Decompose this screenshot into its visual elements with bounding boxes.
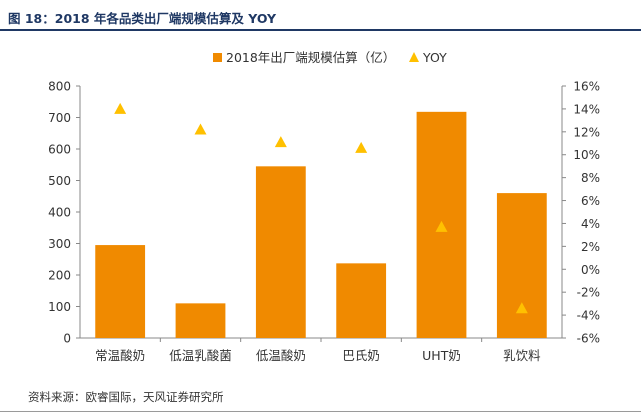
bar-4	[336, 263, 387, 338]
left-tick-label: 600	[48, 143, 71, 157]
right-tick-label: 8%	[581, 171, 600, 185]
x-tick-label: 低温酸奶	[256, 348, 306, 363]
left-tick-label: 0	[63, 332, 71, 346]
yoy-marker-2	[194, 123, 207, 135]
left-tick-label: 800	[48, 80, 71, 94]
left-tick-label: 700	[48, 111, 71, 125]
right-tick-label: 0%	[581, 263, 600, 277]
left-tick-label: 400	[48, 206, 71, 220]
left-tick-label: 200	[48, 269, 71, 283]
right-tick-label: -6%	[577, 332, 600, 346]
legend-bar-swatch	[213, 53, 222, 62]
right-tick-label: -4%	[577, 309, 600, 323]
legend-yoy-swatch	[409, 52, 419, 62]
bar-3	[255, 166, 306, 338]
title-divider	[0, 29, 641, 31]
x-tick-label: 乳饮料	[503, 348, 541, 363]
yoy-marker-5	[435, 220, 448, 232]
right-tick-label: -2%	[577, 286, 600, 300]
bar-6	[496, 193, 547, 338]
figure-title: 图 18：2018 年各品类出厂端规模估算及 YOY	[8, 11, 277, 26]
right-tick-label: 16%	[573, 80, 600, 94]
yoy-marker-3	[274, 136, 287, 148]
source-note: 资料来源：欧睿国际，天风证券研究所	[28, 390, 224, 404]
right-tick-label: 14%	[573, 102, 600, 116]
x-tick-label: 巴氏奶	[342, 348, 380, 363]
right-tick-label: 12%	[573, 125, 600, 139]
right-tick-label: 6%	[581, 194, 600, 208]
left-tick-label: 100	[48, 300, 71, 314]
x-tick-label: UHT奶	[422, 348, 461, 363]
left-tick-label: 300	[48, 237, 71, 251]
bar-1	[95, 245, 146, 338]
bar-2	[175, 303, 226, 338]
x-tick-label: 常温酸奶	[95, 348, 145, 363]
legend-bar-label: 2018年出厂端规模估算（亿）	[226, 50, 395, 65]
x-tick-label: 低温乳酸菌	[169, 348, 232, 363]
left-tick-label: 500	[48, 174, 71, 188]
yoy-marker-6	[515, 302, 528, 314]
bottom-divider	[0, 411, 641, 412]
legend-yoy-label: YOY	[422, 50, 447, 65]
yoy-marker-4	[355, 141, 368, 153]
right-tick-label: 10%	[573, 148, 600, 162]
right-tick-label: 2%	[581, 240, 600, 254]
yoy-marker-1	[114, 102, 127, 114]
right-tick-label: 4%	[581, 217, 600, 231]
